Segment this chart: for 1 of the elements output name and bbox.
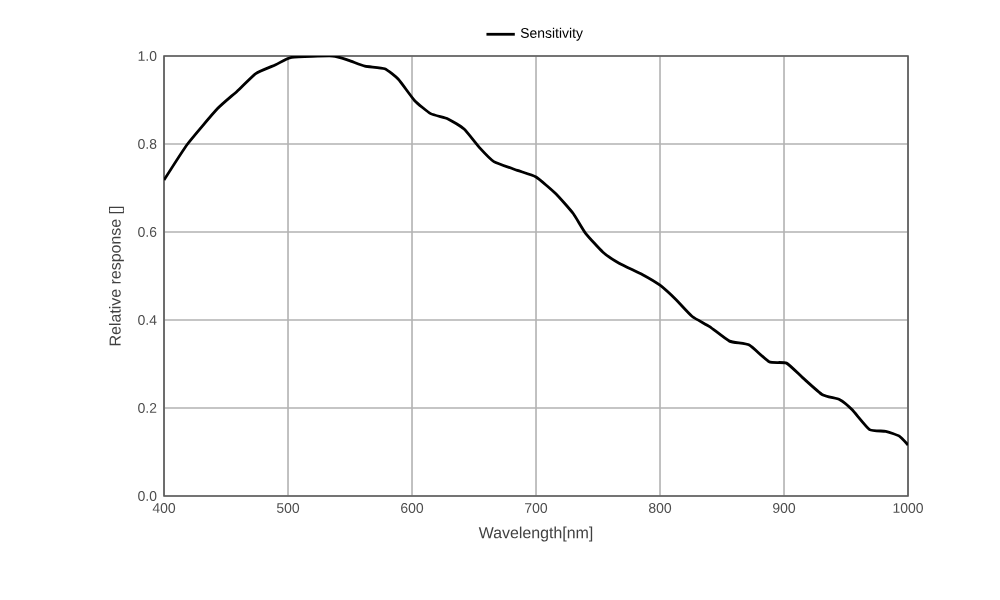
line-series [164, 55, 909, 447]
